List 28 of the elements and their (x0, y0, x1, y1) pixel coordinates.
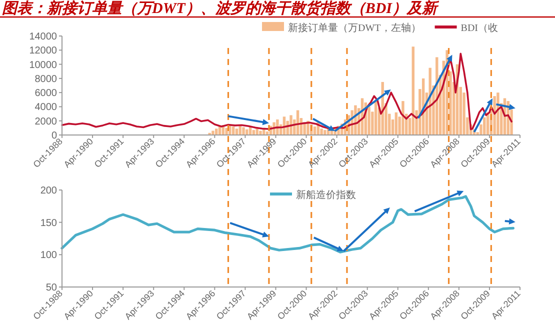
y-tick-label: 200 (40, 186, 58, 196)
y-tick-label: 12000 (29, 46, 58, 57)
bar (324, 130, 326, 135)
y-tick-label: 150 (40, 218, 58, 229)
bar (259, 130, 262, 135)
bar (225, 128, 228, 135)
legend-label: 新接订单量（万DWT，左轴） (288, 22, 421, 34)
bar (368, 106, 370, 135)
y-tick-label: 0 (51, 130, 58, 142)
y-tick-label: 50 (46, 282, 58, 294)
bar (242, 127, 245, 135)
y-tick-label: 6000 (34, 88, 58, 100)
y-tick-label: 2000 (34, 116, 58, 128)
bar (290, 115, 292, 135)
chart-title: 图表：新接订单量（万DWT）、波罗的海干散货指数（BDI）及新 (2, 0, 440, 17)
y-tick-label: 8000 (34, 74, 58, 85)
y-tick-label: 10000 (29, 60, 58, 71)
bar (212, 130, 214, 135)
bar (256, 128, 258, 135)
bar (493, 96, 496, 135)
y-tick-label: 4000 (34, 102, 58, 114)
bar (402, 101, 404, 135)
legend-label: BDI（收 (460, 23, 498, 34)
line-series (61, 52, 512, 132)
y-tick-label: 100 (40, 250, 58, 262)
legend-label: 新船造价指数 (296, 189, 356, 201)
bar (246, 129, 248, 135)
y-tick-label: 14000 (29, 32, 58, 42)
